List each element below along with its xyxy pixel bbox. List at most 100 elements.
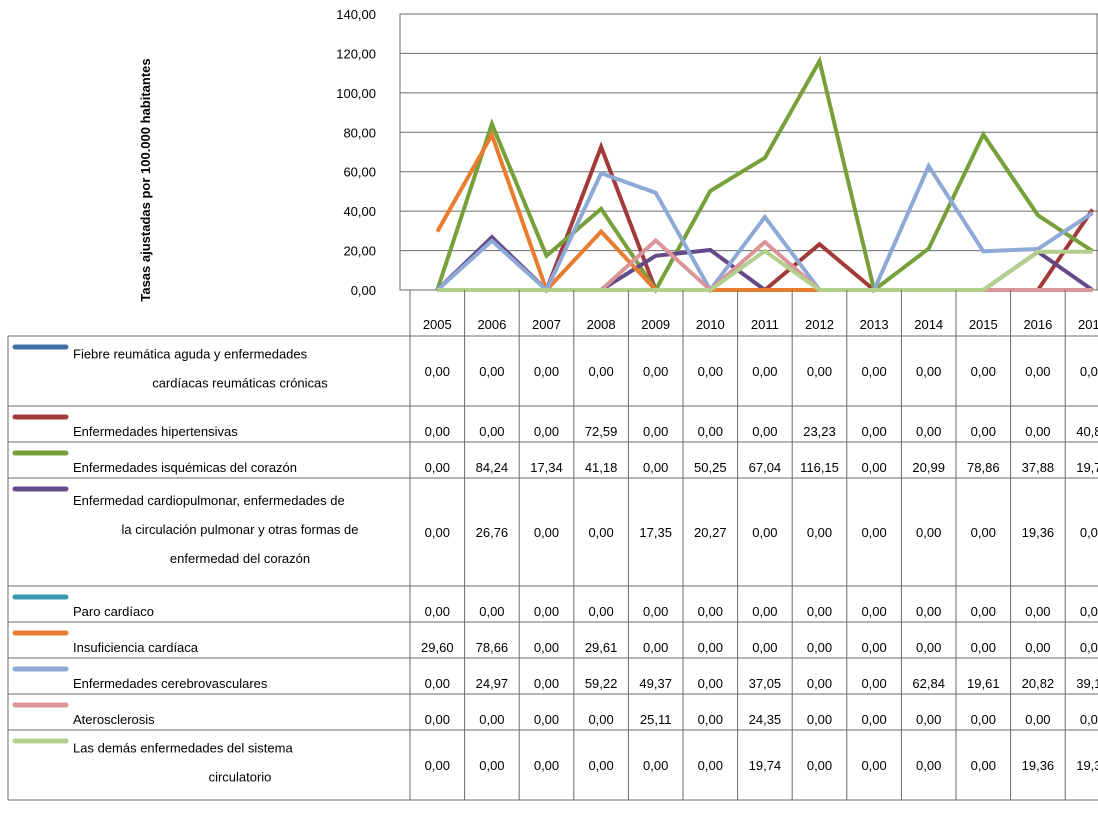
table-cell-value: 0,00 [534,640,559,655]
x-tick-label: 2013 [860,317,889,332]
series-label: Fiebre reumática aguda y enfermedades [73,347,308,362]
series-label: Enfermedades hipertensivas [73,424,238,439]
series-label: enfermedad del corazón [170,551,310,566]
table-cell-value: 0,00 [588,525,613,540]
table-cell-value: 0,00 [479,712,504,727]
table-cell-value: 0,00 [1025,604,1050,619]
table-cell-value: 78,66 [476,640,509,655]
table-cell-value: 0,00 [534,676,559,691]
table-cell-value: 0,00 [807,640,832,655]
table-cell-value: 0,00 [588,364,613,379]
y-tick-label: 140,00 [336,7,376,22]
table-cell-value: 40,83 [1076,424,1098,439]
x-tick-label: 2016 [1023,317,1052,332]
table-cell-value: 0,00 [425,525,450,540]
table-cell-value: 78,86 [967,460,1000,475]
table-cell-value: 25,11 [640,712,672,727]
table-cell-value: 0,00 [971,364,996,379]
y-tick-label: 80,00 [343,125,376,140]
table-cell-value: 0,00 [1080,640,1098,655]
table-cell-value: 0,00 [752,525,777,540]
x-tick-label: 2010 [696,317,725,332]
table-cell-value: 39,10 [1076,676,1098,691]
table-cell-value: 0,00 [698,640,723,655]
table-cell-value: 0,00 [479,604,504,619]
table-cell-value: 29,60 [421,640,454,655]
table-cell-value: 72,59 [585,424,618,439]
series-label: la circulación pulmonar y otras formas d… [122,522,359,537]
table-cell-value: 0,00 [698,676,723,691]
table-cell-value: 0,00 [588,712,613,727]
table-cell-value: 0,00 [807,525,832,540]
table-cell-value: 37,05 [749,676,782,691]
table-cell-value: 0,00 [643,424,668,439]
table-cell-value: 0,00 [534,364,559,379]
y-axis-label: Tasas ajustadas por 100.000 habitantes [138,58,153,301]
table-cell-value: 0,00 [1025,712,1050,727]
table-cell-value: 0,00 [698,364,723,379]
table-cell-value: 0,00 [425,712,450,727]
table-cell-value: 0,00 [425,364,450,379]
series-lines [435,55,1095,294]
y-tick-label: 100,00 [336,86,376,101]
table-cell-value: 0,00 [1080,712,1098,727]
table-cell-value: 0,00 [971,758,996,773]
table-row: Insuficiencia cardíaca 29,60 78,66 0,00 29,6… [12,630,1098,655]
table-cell-value: 23,23 [803,424,836,439]
table-cell-value: 0,00 [534,424,559,439]
table-row: Enfermedades isquémicas del corazón 0,00 8… [12,450,1098,475]
table-cell-value: 0,00 [643,604,668,619]
table-cell-value: 0,00 [425,460,450,475]
table-cell-value: 19,36 [1076,758,1098,773]
table-cell-value: 116,15 [800,460,839,475]
table-cell-value: 59,22 [585,676,618,691]
series-label: Las demás enfermedades del sistema [73,741,293,756]
table-cell-value: 17,35 [639,525,672,540]
table-cell-value: 0,00 [971,640,996,655]
table-cell-value: 0,00 [643,640,668,655]
x-tick-label: 2005 [423,317,452,332]
data-table: Fiebre reumática aguda y enfermedades car… [7,290,1098,801]
table-cell-value: 62,84 [912,676,945,691]
table-cell-value: 0,00 [479,758,504,773]
table-cell-value: 0,00 [425,676,450,691]
table-cell-value: 0,00 [861,525,886,540]
table-cell-value: 0,00 [807,758,832,773]
series-label: Aterosclerosis [73,712,155,727]
series-label: circulatorio [209,770,272,785]
table-cell-value: 0,00 [916,712,941,727]
table-cell-value: 24,35 [749,712,782,727]
table-cell-value: 26,76 [476,525,509,540]
table-cell-value: 0,00 [425,424,450,439]
table-cell-value: 0,00 [1025,424,1050,439]
table-cell-value: 19,36 [1022,525,1055,540]
table-cell-value: 0,00 [807,604,832,619]
table-cell-value: 0,00 [643,460,668,475]
table-row: Enfermedades cerebrovasculares 0,00 24,97 0… [12,666,1098,691]
table-cell-value: 0,00 [534,758,559,773]
table-cell-value: 0,00 [916,604,941,619]
table-cell-value: 0,00 [698,712,723,727]
series-label: Insuficiencia cardíaca [73,640,199,655]
series-label: Paro cardíaco [73,604,154,619]
table-cell-value: 0,00 [534,525,559,540]
table-cell-value: 0,00 [752,640,777,655]
table-cell-value: 0,00 [971,424,996,439]
table-cell-value: 0,00 [807,712,832,727]
x-tick-label: 2012 [805,317,834,332]
table-cell-value: 0,00 [698,604,723,619]
table-cell-value: 0,00 [916,758,941,773]
series-label: Enfermedades cerebrovasculares [73,676,268,691]
table-cell-value: 0,00 [971,525,996,540]
y-tick-label: 20,00 [343,244,376,259]
table-cell-value: 0,00 [588,604,613,619]
table-row: Fiebre reumática aguda y enfermedades car… [12,344,1098,391]
table-cell-value: 0,00 [971,712,996,727]
table-cell-value: 0,00 [1025,640,1050,655]
table-cell-value: 0,00 [861,364,886,379]
table-row: Enfermedad cardiopulmonar, enfermedades … [12,486,1098,566]
table-cell-value: 0,00 [861,712,886,727]
series-line-9 [437,248,1093,292]
y-tick-label: 60,00 [343,165,376,180]
table-cell-value: 0,00 [534,604,559,619]
